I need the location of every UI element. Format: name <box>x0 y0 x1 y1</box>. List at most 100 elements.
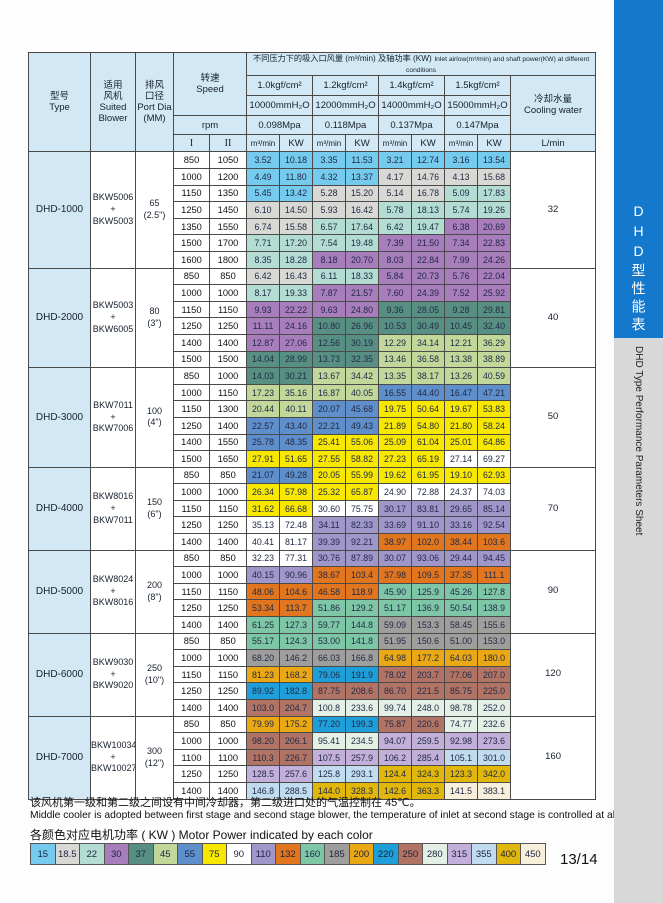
data-cell: 36.29 <box>477 333 512 352</box>
data-cell: 293.1 <box>345 765 380 783</box>
data-cell: 66.03 <box>312 649 347 667</box>
legend-swatch: 185 <box>324 843 350 865</box>
rpm-ii-cell: 1250 <box>208 516 248 535</box>
rpm-i-cell: 1250 <box>173 765 210 783</box>
data-cell: 69.27 <box>477 450 512 468</box>
rpm-i-cell: 1500 <box>173 450 210 468</box>
rpm-ii-cell: 1550 <box>208 433 248 452</box>
rpm-ii-cell: 1150 <box>208 300 248 319</box>
data-cell: 17.20 <box>279 234 314 252</box>
header-head-4: 15000mmH₂O <box>444 95 512 117</box>
rpm-i-cell: 1000 <box>173 483 210 501</box>
legend-swatch: 280 <box>422 843 448 865</box>
header-head-2: 12000mmH₂O <box>312 95 380 117</box>
data-cell: 38.89 <box>477 350 512 369</box>
data-cell: 5.78 <box>378 201 413 219</box>
data-cell: 93.06 <box>411 549 446 568</box>
data-cell: 7.34 <box>444 234 479 252</box>
data-cell: 8.03 <box>378 250 413 269</box>
data-cell: 75.87 <box>378 715 413 734</box>
data-cell: 6.42 <box>378 217 413 236</box>
data-cell: 87.89 <box>345 549 380 568</box>
data-cell: 87.75 <box>312 682 347 700</box>
legend-swatch: 450 <box>520 843 546 865</box>
legend-swatch: 220 <box>373 843 399 865</box>
model-cell: DHD-7000 <box>28 715 91 800</box>
data-cell: 78.02 <box>378 665 413 684</box>
data-cell: 6.11 <box>312 267 347 286</box>
sidebar-tab-gray: DHD Type Performance Parameters Sheet <box>614 338 663 903</box>
data-cell: 14.50 <box>279 201 314 219</box>
data-cell: 129.2 <box>345 599 380 618</box>
data-cell: 4.13 <box>444 168 479 186</box>
data-cell: 124.4 <box>378 765 413 783</box>
rpm-ii-cell: 1000 <box>208 284 248 302</box>
rpm-i-cell: 1250 <box>173 201 210 219</box>
data-cell: 55.99 <box>345 466 380 485</box>
data-cell: 27.55 <box>312 450 347 468</box>
header-cooling-unit: L/min <box>510 134 597 153</box>
data-cell: 18.13 <box>411 201 446 219</box>
data-cell: 27.14 <box>444 450 479 468</box>
data-cell: 7.71 <box>246 234 281 252</box>
data-cell: 21.80 <box>444 416 479 435</box>
legend-swatch: 90 <box>226 843 252 865</box>
data-cell: 19.67 <box>444 400 479 418</box>
data-cell: 98.78 <box>444 699 479 717</box>
data-cell: 168.2 <box>279 665 314 684</box>
page-number: 13/14 <box>560 851 598 868</box>
rpm-ii-cell: 1650 <box>208 450 248 468</box>
data-cell: 40.05 <box>345 383 380 402</box>
data-cell: 16.47 <box>444 383 479 402</box>
data-cell: 40.41 <box>246 533 281 551</box>
data-cell: 64.03 <box>444 649 479 667</box>
data-cell: 109.5 <box>411 566 446 584</box>
data-cell: 55.06 <box>345 433 380 452</box>
blower-cell: BKW5003 + BKW6005 <box>90 267 136 369</box>
data-cell: 94.45 <box>477 549 512 568</box>
data-cell: 24.80 <box>345 300 380 319</box>
data-cell: 27.23 <box>378 450 413 468</box>
legend-swatch: 37 <box>128 843 154 865</box>
data-cell: 20.07 <box>312 400 347 418</box>
data-cell: 27.06 <box>279 333 314 352</box>
rpm-i-cell: 850 <box>173 715 210 734</box>
data-cell: 29.44 <box>444 549 479 568</box>
data-cell: 177.2 <box>411 649 446 667</box>
data-cell: 74.03 <box>477 483 512 501</box>
data-cell: 5.84 <box>378 267 413 286</box>
data-cell: 25.01 <box>444 433 479 452</box>
data-cell: 19.48 <box>345 234 380 252</box>
header-head-1: 10000mmH₂O <box>246 95 314 117</box>
data-cell: 19.33 <box>279 284 314 302</box>
data-cell: 127.3 <box>279 616 314 634</box>
data-cell: 34.11 <box>312 516 347 535</box>
data-cell: 37.98 <box>378 566 413 584</box>
data-cell: 9.93 <box>246 300 281 319</box>
data-cell: 32.35 <box>345 350 380 369</box>
data-cell: 12.87 <box>246 333 281 352</box>
data-cell: 30.17 <box>378 499 413 518</box>
rpm-i-cell: 1000 <box>173 649 210 667</box>
data-cell: 15.58 <box>279 217 314 236</box>
data-cell: 288.5 <box>279 781 314 800</box>
data-cell: 58.24 <box>477 416 512 435</box>
data-cell: 30.76 <box>312 549 347 568</box>
data-cell: 45.26 <box>444 582 479 601</box>
data-cell: 19.75 <box>378 400 413 418</box>
rpm-i-cell: 1150 <box>173 400 210 418</box>
legend-swatch: 15 <box>30 843 56 865</box>
data-cell: 13.37 <box>345 168 380 186</box>
data-cell: 142.6 <box>378 781 413 800</box>
rpm-ii-cell: 1550 <box>208 217 248 236</box>
data-cell: 248.0 <box>411 699 446 717</box>
data-cell: 54.80 <box>411 416 446 435</box>
data-cell: 125.8 <box>312 765 347 783</box>
header-flow-unit: m³/min <box>378 134 413 153</box>
data-cell: 11.80 <box>279 168 314 186</box>
cooling-water-cell: 120 <box>510 632 597 717</box>
data-cell: 24.37 <box>444 483 479 501</box>
header-power-unit: KW <box>345 134 380 153</box>
data-cell: 138.9 <box>477 599 512 618</box>
data-cell: 77.31 <box>279 549 314 568</box>
